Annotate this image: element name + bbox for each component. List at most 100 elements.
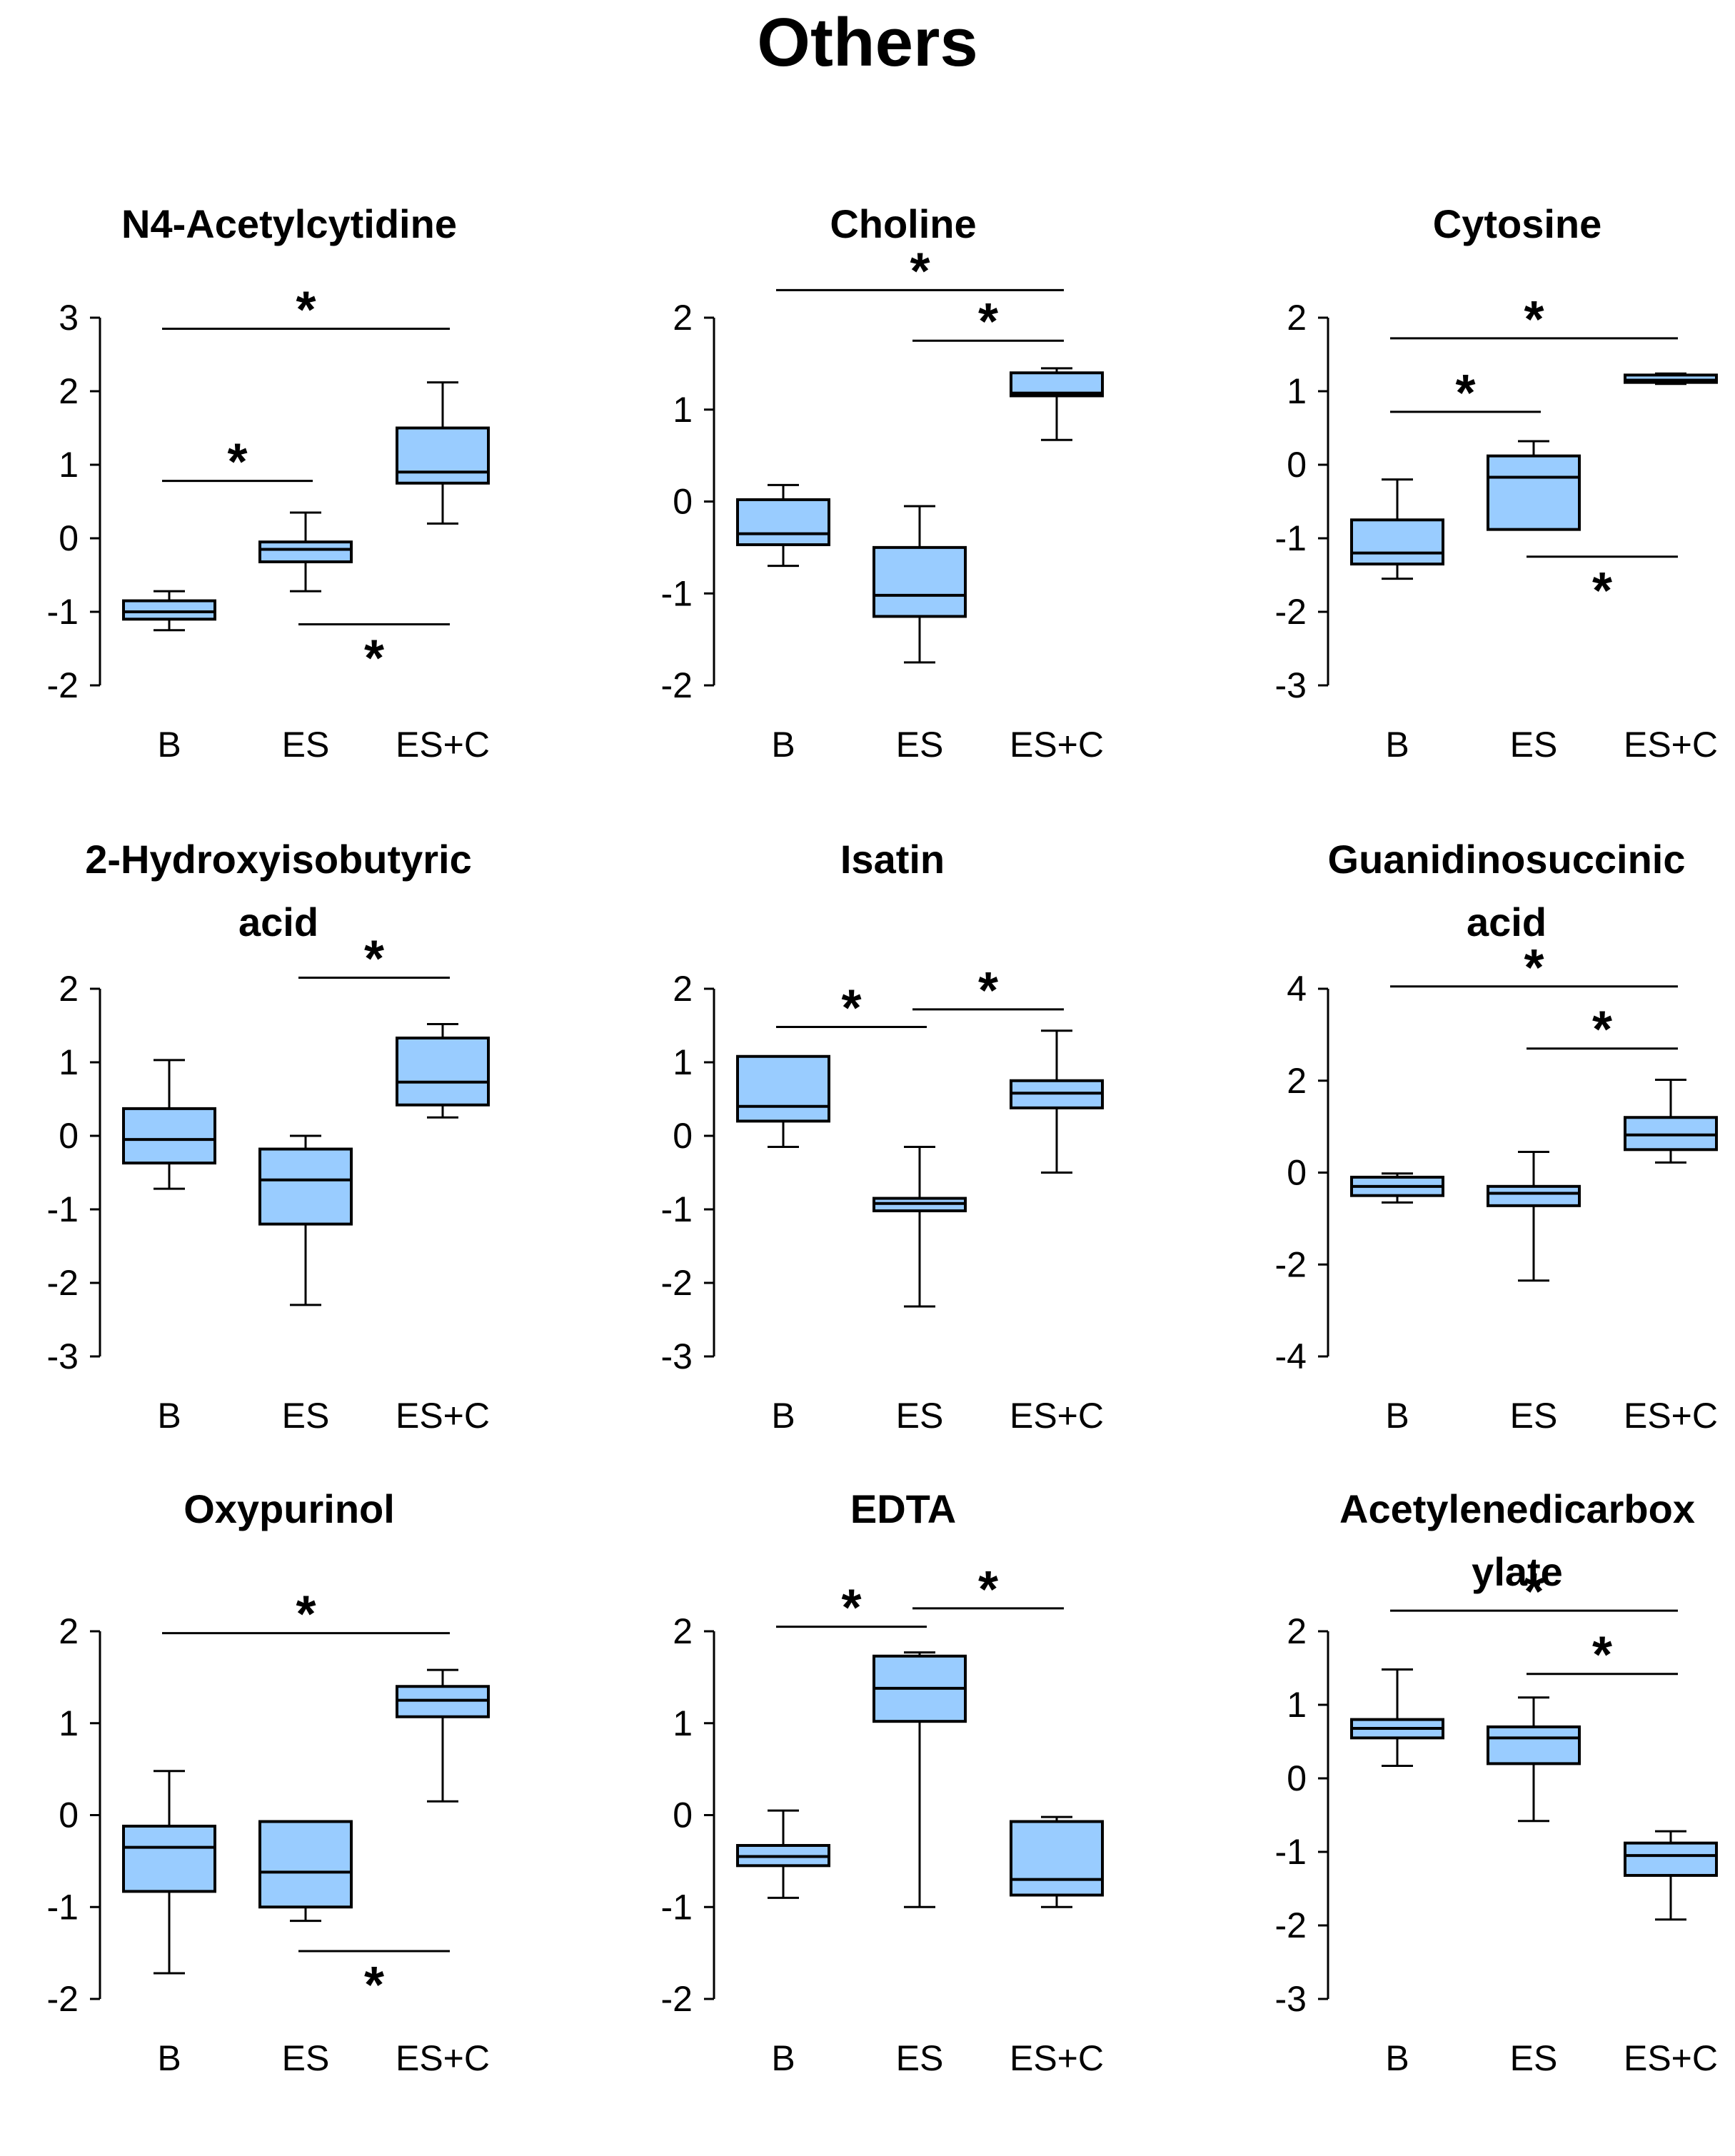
y-tick-label: 2 bbox=[673, 969, 693, 1009]
box-b bbox=[1350, 518, 1444, 566]
category-label: B bbox=[771, 1396, 795, 1436]
chart-svg: 4 2 0 -2 -4 B ES ES+C * * bbox=[1275, 940, 1718, 1436]
y-tick-label: 3 bbox=[59, 298, 79, 338]
category-label: B bbox=[157, 1396, 181, 1436]
chart-panel-6: Guanidinosuccinic acid 4 2 0 -2 -4 B ES ES+C * * bbox=[1228, 835, 1735, 1513]
box-es bbox=[1487, 454, 1581, 531]
box-es bbox=[258, 1147, 353, 1226]
category-label: B bbox=[1385, 1396, 1409, 1436]
category-label: B bbox=[771, 2038, 795, 2078]
y-tick-label: 0 bbox=[673, 1795, 693, 1835]
y-tick-label: 0 bbox=[59, 518, 79, 558]
significance-star: * bbox=[1455, 365, 1475, 422]
chart-title: N4-Acetylcytidine bbox=[121, 201, 457, 246]
chart-title: Cytosine bbox=[1432, 201, 1602, 246]
chart-title-line: Acetylenedicarbox bbox=[1339, 1486, 1695, 1531]
category-label: ES bbox=[896, 2038, 944, 2078]
significance-star: * bbox=[1524, 1563, 1544, 1621]
chart-title-line: ylate bbox=[1472, 1549, 1563, 1594]
y-tick-label: -1 bbox=[661, 1189, 693, 1229]
chart-title: EDTA bbox=[850, 1486, 957, 1531]
chart-svg: 2 1 0 -1 -2 -3 B ES ES+C * * bbox=[1275, 1563, 1718, 2078]
category-label: ES bbox=[1510, 2038, 1558, 2078]
y-tick-label: 4 bbox=[1287, 969, 1307, 1009]
chart-title: Choline bbox=[830, 201, 977, 246]
chart-svg: 2 1 0 -1 -2 -3 B ES ES+C * * * bbox=[1275, 291, 1718, 765]
category-label: B bbox=[771, 725, 795, 765]
y-tick-label: 2 bbox=[673, 298, 693, 338]
chart-svg: 3 2 1 0 -1 -2 B ES ES+C * * * bbox=[47, 281, 490, 765]
category-label: ES+C bbox=[1010, 2038, 1104, 2078]
category-label: ES+C bbox=[1010, 725, 1104, 765]
y-tick-label: -1 bbox=[47, 592, 79, 632]
chart-panel-2: Choline 2 1 0 -1 -2 B ES ES+C * * bbox=[614, 193, 1192, 842]
significance-star: * bbox=[910, 243, 930, 300]
significance-star: * bbox=[1524, 940, 1544, 997]
box-b bbox=[736, 498, 830, 547]
significance-star: * bbox=[1524, 291, 1544, 348]
chart-svg: 2 1 0 -1 -2 B ES ES+C * * bbox=[661, 1561, 1104, 2078]
y-tick-label: -1 bbox=[47, 1887, 79, 1927]
y-tick-label: -1 bbox=[661, 573, 693, 613]
chart-svg: 2 1 0 -1 -2 -3 B ES ES+C * bbox=[47, 931, 490, 1436]
y-tick-label: 1 bbox=[673, 1042, 693, 1082]
y-tick-label: -3 bbox=[47, 1336, 79, 1376]
category-label: ES+C bbox=[396, 2038, 490, 2078]
y-tick-label: -2 bbox=[1275, 1905, 1307, 1945]
significance-star: * bbox=[978, 962, 998, 1019]
significance-star: * bbox=[296, 281, 316, 338]
box-esplusc bbox=[396, 426, 490, 485]
category-label: ES bbox=[282, 1396, 330, 1436]
chart-panel-4: 2-Hydroxyisobutyric acid 2 1 0 -1 -2 -3 B ES ES+C… bbox=[0, 835, 578, 1513]
category-label: ES bbox=[896, 725, 944, 765]
category-label: ES+C bbox=[396, 1396, 490, 1436]
chart-title: Isatin bbox=[840, 837, 945, 882]
box-esplusc bbox=[1624, 1841, 1718, 1877]
box-esplusc bbox=[1010, 1820, 1104, 1897]
box-b bbox=[122, 599, 216, 621]
significance-star: * bbox=[978, 293, 998, 351]
category-label: B bbox=[1385, 2038, 1409, 2078]
box-esplusc bbox=[396, 1037, 490, 1107]
y-tick-label: 2 bbox=[1287, 298, 1307, 338]
y-tick-label: -1 bbox=[47, 1189, 79, 1229]
y-tick-label: 1 bbox=[1287, 371, 1307, 411]
y-tick-label: -2 bbox=[661, 665, 693, 705]
chart-title: Acetylenedicarbox ylate bbox=[1228, 1478, 1735, 1603]
y-tick-label: 0 bbox=[673, 1116, 693, 1156]
y-tick-label: 1 bbox=[673, 390, 693, 430]
figure-title: Others bbox=[757, 4, 978, 81]
y-tick-label: -2 bbox=[47, 1979, 79, 2019]
chart-panel-5: Isatin 2 1 0 -1 -2 -3 B ES ES+C * * bbox=[614, 835, 1192, 1513]
category-label: B bbox=[157, 725, 181, 765]
box-b bbox=[122, 1824, 216, 1893]
y-tick-label: -1 bbox=[1275, 518, 1307, 558]
y-tick-label: 2 bbox=[1287, 1061, 1307, 1101]
y-tick-label: -3 bbox=[1275, 665, 1307, 705]
y-tick-label: -2 bbox=[1275, 592, 1307, 632]
significance-star: * bbox=[841, 1580, 861, 1637]
category-label: ES bbox=[1510, 725, 1558, 765]
significance-star: * bbox=[1592, 1002, 1612, 1059]
chart-svg: 2 1 0 -1 -2 B ES ES+C * * bbox=[661, 243, 1104, 765]
chart-title: Guanidinosuccinic acid bbox=[1327, 837, 1686, 944]
y-tick-label: -2 bbox=[47, 1263, 79, 1303]
y-tick-label: -3 bbox=[661, 1336, 693, 1376]
chart-panel-8: EDTA 2 1 0 -1 -2 B ES ES+C * * bbox=[614, 1485, 1192, 2156]
box-es bbox=[1487, 1184, 1581, 1207]
significance-star: * bbox=[1592, 563, 1612, 620]
significance-star: * bbox=[364, 630, 384, 687]
chart-title: Oxypurinol bbox=[183, 1486, 395, 1531]
significance-star: * bbox=[978, 1561, 998, 1618]
category-label: ES+C bbox=[1624, 725, 1718, 765]
significance-star: * bbox=[364, 1957, 384, 2014]
y-tick-label: -2 bbox=[661, 1263, 693, 1303]
y-tick-label: 0 bbox=[1287, 1758, 1307, 1798]
category-label: ES+C bbox=[396, 725, 490, 765]
y-tick-label: 2 bbox=[1287, 1611, 1307, 1651]
y-tick-label: 2 bbox=[673, 1611, 693, 1651]
y-tick-label: -2 bbox=[661, 1979, 693, 2019]
y-tick-label: -3 bbox=[1275, 1979, 1307, 2019]
y-tick-label: 1 bbox=[59, 445, 79, 485]
y-tick-label: 1 bbox=[59, 1042, 79, 1082]
